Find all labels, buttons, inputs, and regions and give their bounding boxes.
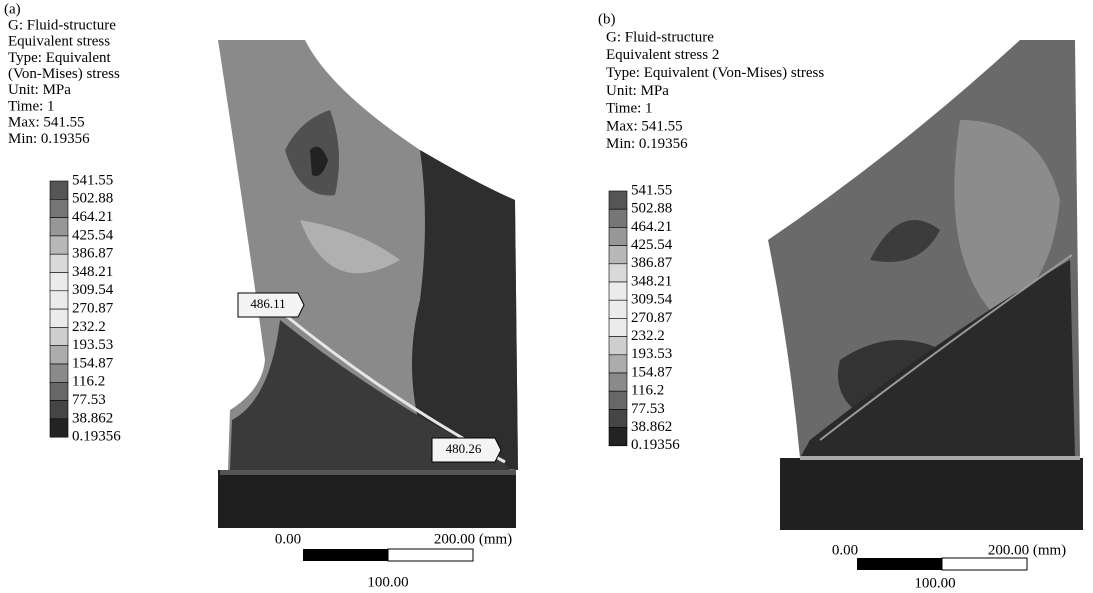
scale-bar-light [388,549,473,561]
legend-swatch [50,273,68,291]
legend-label: 0.19356 [72,429,121,445]
info-line: Time: 1 [8,98,55,114]
legend-swatch [609,191,627,209]
legend-label: 270.87 [631,310,673,326]
legend-label: 38.862 [631,419,672,435]
info-line: Max: 541.55 [606,118,683,134]
info-line: Time: 1 [606,101,653,117]
legend-swatch [50,236,68,254]
legend-label: 193.53 [72,337,113,353]
info-line: Unit: MPa [8,82,71,98]
figure: (a)G: Fluid-structureEquivalent stressTy… [0,0,1093,593]
legend-label: 232.2 [72,319,106,335]
info-line: G: Fluid-structure [8,17,116,33]
info-line: Equivalent stress 2 [606,47,719,63]
scale-bar-dark [857,558,942,570]
legend-swatch [50,181,68,199]
scale-mid: 100.00 [367,574,408,590]
legend-swatch [609,282,627,300]
legend-swatch [50,327,68,345]
legend-label: 270.87 [72,301,114,317]
info-line: Min: 0.19356 [606,136,688,152]
legend-swatch [609,300,627,318]
info-line: G: Fluid-structure [606,29,714,45]
legend-label: 425.54 [631,237,673,253]
blade-b [768,40,1083,530]
legend-swatch [50,364,68,382]
legend-swatch [50,199,68,217]
legend-label: 193.53 [631,346,672,362]
legend-label: 386.87 [72,246,114,262]
legend-label: 116.2 [72,374,105,390]
info-line: Max: 541.55 [8,115,85,131]
legend-label: 309.54 [72,282,114,298]
legend-swatch [50,254,68,272]
legend-label: 348.21 [631,273,672,289]
legend-swatch [50,291,68,309]
legend-label: 309.54 [631,292,673,308]
legend-swatch [609,337,627,355]
probe-label: 486.11 [250,296,285,311]
legend-label: 541.55 [72,172,113,188]
legend-swatch [609,428,627,446]
legend-swatch [50,401,68,419]
legend-label: 0.19356 [631,437,680,453]
legend-label: 502.88 [631,201,672,217]
legend-swatch [609,227,627,245]
info-line: Type: Equivalent [8,50,112,66]
info-line: Equivalent stress [8,34,110,50]
legend-swatch [50,218,68,236]
scale-end: 200.00 (mm) [988,542,1066,558]
legend-label: 77.53 [631,401,665,417]
legend-label: 38.862 [72,410,113,426]
legend-swatch [609,246,627,264]
legend-swatch [609,373,627,391]
legend-swatch [50,419,68,437]
legend-label: 348.21 [72,264,113,280]
info-line: (Von-Mises) stress [8,66,120,82]
legend-label: 77.53 [72,392,106,408]
legend-swatch [609,264,627,282]
info-line: Type: Equivalent (Von-Mises) stress [606,65,824,81]
legend-swatch [609,318,627,336]
legend-label: 464.21 [72,209,113,225]
legend-swatch [50,309,68,327]
legend-label: 386.87 [631,255,673,271]
scale-bar-dark [303,549,388,561]
probe-label: 480.26 [446,441,482,456]
legend-swatch [50,382,68,400]
legend-label: 464.21 [631,219,672,235]
legend-label: 232.2 [631,328,665,344]
info-line: Min: 0.19356 [8,131,90,147]
legend-swatch [609,209,627,227]
scale-mid: 100.00 [914,575,955,591]
info-line: Unit: MPa [606,83,669,99]
scale-start: 0.00 [275,531,301,547]
scale-start: 0.00 [832,542,858,558]
legend-swatch [609,391,627,409]
legend-swatch [609,355,627,373]
legend-label: 541.55 [631,182,672,198]
panel-label: (a) [4,1,21,17]
scale-end: 200.00 (mm) [434,531,512,547]
legend-swatch [609,409,627,427]
legend-label: 154.87 [72,355,114,371]
legend-label: 116.2 [631,383,664,399]
scale-bar-light [942,558,1027,570]
legend-label: 154.87 [631,364,673,380]
legend-label: 425.54 [72,227,114,243]
legend-swatch [50,346,68,364]
panel-label: (b) [598,11,616,27]
legend-label: 502.88 [72,191,113,207]
